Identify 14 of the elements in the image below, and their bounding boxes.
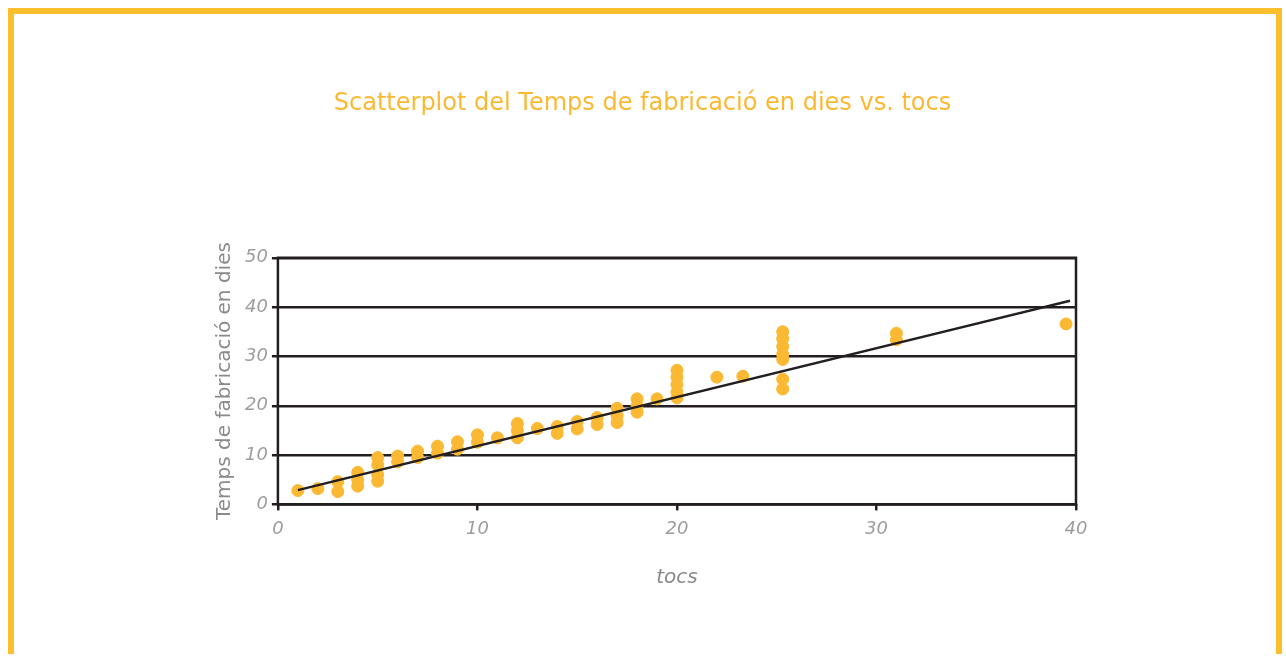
x-tick-label: 20 <box>665 516 689 538</box>
y-tick-label: 20 <box>245 393 268 415</box>
y-axis-title: Temps de fabricació en dies <box>211 242 236 522</box>
x-tick-label: 0 <box>272 516 284 538</box>
x-tick-label: 10 <box>465 516 489 538</box>
y-tick-label: 30 <box>245 344 268 366</box>
y-tick-label: 50 <box>245 245 268 267</box>
y-tick-label: 40 <box>245 294 268 316</box>
chart-title: Scatterplot del Temps de fabricació en dies vs. tocs <box>333 87 952 116</box>
y-tick-label: 10 <box>245 442 268 464</box>
y-tick-label: 0 <box>256 492 268 514</box>
x-tick-label: 40 <box>1064 516 1088 538</box>
x-tick-label: 30 <box>865 516 888 538</box>
x-axis-title: tocs <box>656 564 698 589</box>
